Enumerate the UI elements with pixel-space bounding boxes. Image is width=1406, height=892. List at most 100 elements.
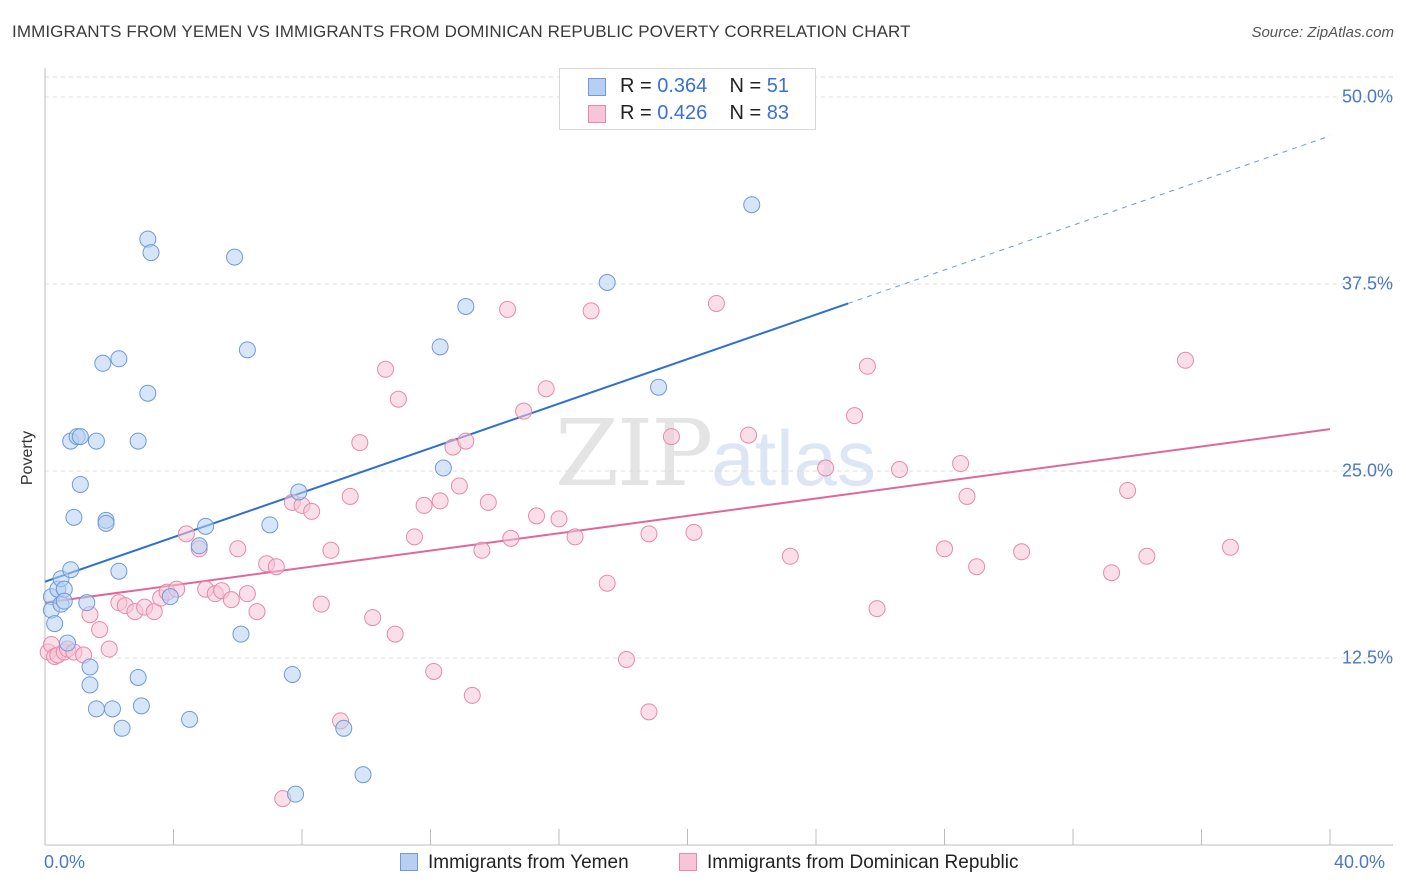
trend-line-dr	[44, 428, 1331, 604]
n-value-yemen: 51	[766, 75, 790, 97]
watermark-zip: ZIP	[555, 400, 713, 507]
source-label: Source: ZipAtlas.com	[1251, 24, 1394, 41]
n-label: N =	[729, 75, 767, 97]
point-dr	[1013, 543, 1031, 561]
y-tick-label: 50.0%	[1341, 86, 1393, 107]
point-dr	[598, 574, 616, 592]
point-yemen	[71, 428, 89, 446]
point-dr	[846, 407, 864, 425]
point-dr	[952, 455, 970, 473]
point-yemen	[129, 668, 147, 686]
point-yemen	[287, 785, 305, 803]
point-yemen	[650, 378, 668, 396]
point-dr	[463, 686, 481, 704]
point-yemen	[232, 625, 250, 643]
point-dr	[377, 360, 395, 378]
point-dr	[479, 493, 497, 511]
point-dr	[499, 300, 517, 318]
point-dr	[891, 461, 909, 479]
point-dr	[457, 432, 475, 450]
point-yemen	[335, 719, 353, 737]
point-dr	[100, 640, 118, 658]
point-dr	[640, 525, 658, 543]
r-value-dr: 0.426	[657, 102, 708, 124]
point-dr	[968, 558, 986, 576]
point-yemen	[743, 196, 761, 214]
n-value-dr: 83	[766, 102, 790, 124]
axes	[44, 68, 1393, 846]
point-yemen	[261, 516, 279, 534]
r-value-yemen: 0.364	[657, 75, 708, 97]
point-yemen	[290, 483, 308, 501]
point-dr	[868, 600, 886, 618]
point-dr	[389, 390, 407, 408]
point-dr	[685, 523, 703, 541]
y-axis-label: Poverty	[19, 430, 36, 486]
x-tick-label-max: 40.0%	[1334, 852, 1386, 872]
point-dr	[550, 510, 568, 528]
dr-legend-swatch	[679, 853, 697, 871]
point-dr	[566, 528, 584, 546]
point-dr	[364, 609, 382, 627]
r-label: R =	[620, 75, 658, 97]
point-yemen	[190, 537, 208, 555]
watermark-atlas: atlas	[711, 414, 876, 502]
point-dr	[229, 540, 247, 558]
point-dr	[91, 621, 109, 639]
point-yemen	[46, 615, 64, 633]
point-yemen	[129, 432, 147, 450]
point-dr	[303, 502, 321, 520]
point-yemen	[434, 459, 452, 477]
point-yemen	[94, 354, 112, 372]
point-dr	[425, 662, 443, 680]
point-yemen	[62, 561, 80, 579]
dr-swatch	[588, 105, 606, 123]
point-yemen	[226, 248, 244, 266]
point-yemen	[81, 676, 99, 694]
point-dr	[312, 595, 330, 613]
point-yemen	[142, 244, 160, 262]
y-tick-label: 37.5%	[1341, 273, 1393, 294]
point-yemen	[457, 297, 475, 315]
point-yemen	[65, 508, 83, 526]
point-dr	[1138, 547, 1156, 565]
point-yemen	[132, 697, 150, 715]
y-tick-label: 25.0%	[1341, 460, 1393, 481]
point-yemen	[58, 634, 76, 652]
data-points	[39, 196, 1239, 808]
point-dr	[781, 547, 799, 565]
legend-label-dr: Immigrants from Dominican Republic	[707, 852, 1019, 873]
point-dr	[405, 528, 423, 546]
point-dr	[1103, 564, 1121, 582]
point-dr	[431, 492, 449, 510]
point-dr	[640, 703, 658, 721]
point-dr	[415, 496, 433, 514]
point-yemen	[87, 432, 105, 450]
point-dr	[222, 591, 240, 609]
point-yemen	[354, 766, 372, 784]
legend-item-dr[interactable]: Immigrants from Dominican Republic	[679, 852, 1019, 874]
point-dr	[662, 428, 680, 446]
point-yemen	[283, 665, 301, 683]
point-dr	[450, 477, 468, 495]
legend-item-yemen[interactable]: Immigrants from Yemen	[400, 852, 629, 874]
point-dr	[473, 541, 491, 559]
point-yemen	[431, 338, 449, 356]
trend-line-yemen-extension	[847, 135, 1331, 304]
point-dr	[858, 357, 876, 375]
point-dr	[341, 487, 359, 505]
point-dr	[958, 487, 976, 505]
x-tick-label-min: 0.0%	[44, 852, 86, 872]
point-yemen	[81, 658, 99, 676]
point-yemen	[113, 719, 131, 737]
chart-title: IMMIGRANTS FROM YEMEN VS IMMIGRANTS FROM…	[12, 22, 911, 41]
point-yemen	[139, 384, 157, 402]
point-dr	[238, 585, 256, 603]
point-yemen	[55, 592, 73, 610]
stats-legend: R = 0.364 N = 51 R = 0.426 N = 83	[559, 68, 816, 130]
point-yemen	[110, 562, 128, 580]
yemen-legend-swatch	[400, 853, 418, 871]
point-dr	[740, 426, 758, 444]
point-dr	[502, 529, 520, 547]
